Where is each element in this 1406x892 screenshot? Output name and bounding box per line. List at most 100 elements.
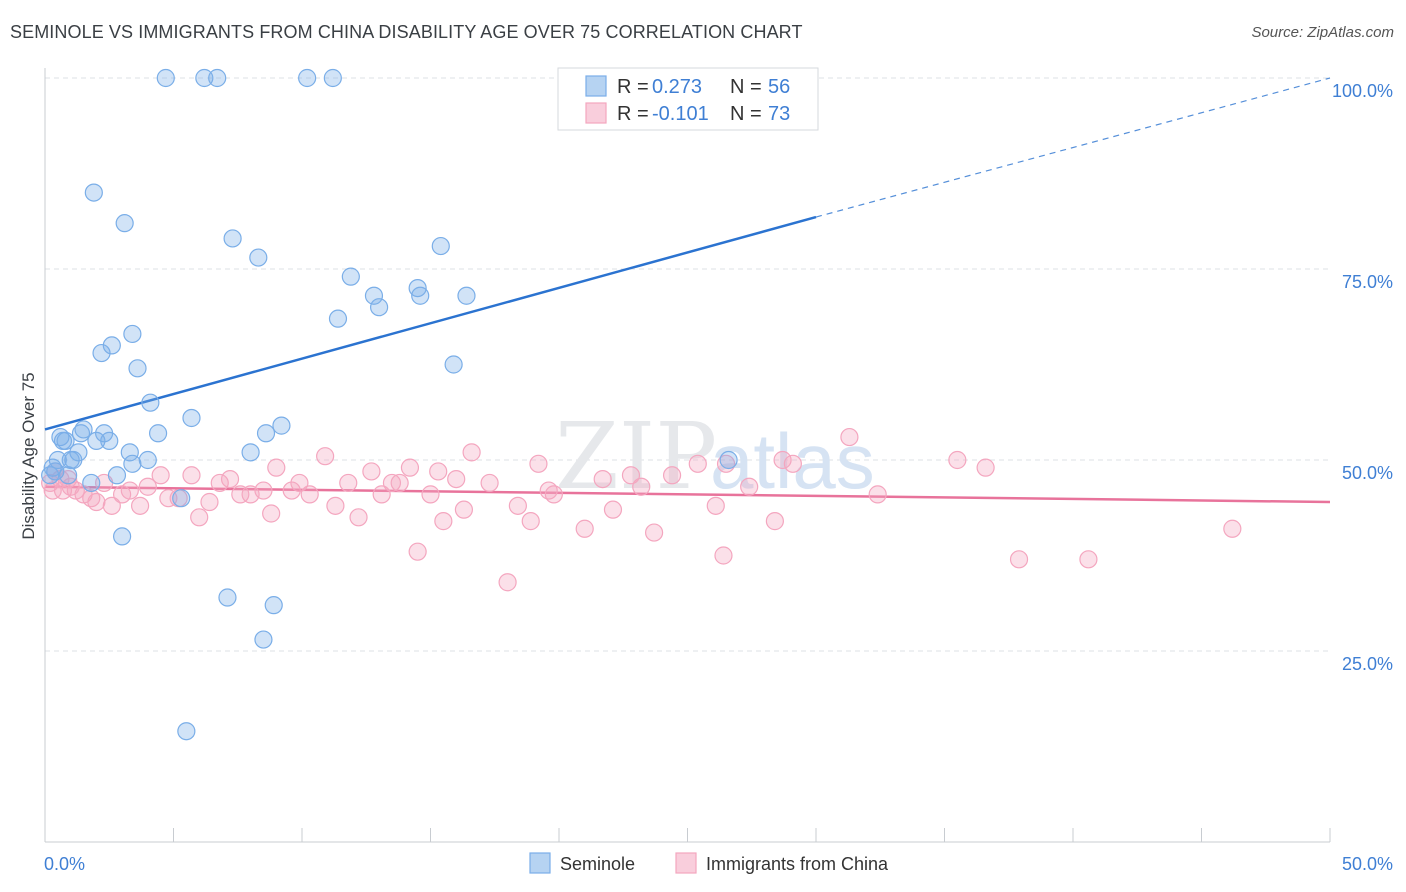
point-immigrants-from-china xyxy=(282,481,301,500)
point-seminole xyxy=(264,596,283,615)
point-seminole xyxy=(370,298,389,317)
point-seminole xyxy=(249,248,268,267)
point-immigrants-from-china xyxy=(521,512,540,531)
point-immigrants-from-china xyxy=(151,466,170,485)
point-immigrants-from-china xyxy=(706,496,725,515)
trend-lines xyxy=(44,77,1331,504)
point-immigrants-from-china xyxy=(390,473,409,493)
point-seminole xyxy=(218,588,237,607)
point-immigrants-from-china xyxy=(267,458,286,477)
point-seminole xyxy=(112,527,132,546)
point-seminole xyxy=(172,489,191,508)
bottom-legend-label: Seminole xyxy=(560,854,635,874)
point-immigrants-from-china xyxy=(783,454,802,473)
point-immigrants-from-china xyxy=(262,504,281,523)
point-seminole xyxy=(148,424,168,443)
point-immigrants-from-china xyxy=(868,485,887,504)
point-immigrants-from-china xyxy=(254,481,273,500)
point-immigrants-from-china xyxy=(544,485,563,504)
point-immigrants-from-china xyxy=(300,485,319,504)
point-immigrants-from-china xyxy=(621,466,641,485)
point-immigrants-from-china xyxy=(434,512,453,531)
point-immigrants-from-china xyxy=(948,450,967,470)
point-seminole xyxy=(272,416,291,435)
point-seminole xyxy=(444,355,463,374)
y-axis-label: Disability Age Over 75 xyxy=(19,372,38,539)
point-immigrants-from-china xyxy=(421,485,440,504)
point-seminole xyxy=(92,343,111,363)
point-immigrants-from-china xyxy=(210,473,229,493)
point-immigrants-from-china xyxy=(200,492,219,512)
point-immigrants-from-china xyxy=(462,443,481,462)
point-seminole xyxy=(254,630,273,649)
bottom-legend-swatch xyxy=(675,852,697,874)
point-seminole xyxy=(328,309,348,328)
x-tick-label: 0.0% xyxy=(44,854,85,874)
point-immigrants-from-china xyxy=(498,573,517,592)
point-seminole xyxy=(128,359,147,378)
legend-n-label: N = xyxy=(730,76,762,98)
point-seminole xyxy=(59,466,78,485)
point-immigrants-from-china xyxy=(1079,550,1098,569)
point-seminole xyxy=(100,431,119,450)
point-seminole xyxy=(431,236,450,256)
point-seminole xyxy=(341,267,360,286)
point-seminole xyxy=(256,424,276,443)
point-immigrants-from-china xyxy=(1223,519,1242,538)
point-immigrants-from-china xyxy=(382,473,402,493)
point-immigrants-from-china xyxy=(575,519,594,538)
point-immigrants-from-china xyxy=(662,466,682,485)
point-immigrants-from-china xyxy=(102,496,121,515)
y-tick-label: 50.0% xyxy=(1342,463,1393,483)
point-immigrants-from-china xyxy=(632,477,651,496)
point-seminole xyxy=(115,214,134,233)
point-immigrants-from-china xyxy=(231,485,250,504)
point-immigrants-from-china xyxy=(138,477,157,496)
legend-r-label: R = xyxy=(617,103,649,125)
point-immigrants-from-china xyxy=(290,473,309,493)
point-immigrants-from-china xyxy=(220,470,240,489)
point-immigrants-from-china xyxy=(447,470,466,489)
point-seminole xyxy=(182,408,201,428)
point-immigrants-from-china xyxy=(429,462,448,481)
point-seminole xyxy=(364,286,384,305)
bottom-legend-label: Immigrants from China xyxy=(706,854,889,874)
point-seminole xyxy=(719,450,738,470)
point-immigrants-from-china xyxy=(362,462,381,481)
point-seminole xyxy=(120,443,139,462)
y-tick-label: 75.0% xyxy=(1342,272,1393,292)
grid xyxy=(45,77,1330,652)
point-seminole xyxy=(177,722,196,741)
axes: 100.0% 75.0% 50.0% 25.0% 0.0% 50.0% xyxy=(44,68,1393,874)
legend-r-value: 0.273 xyxy=(652,76,702,98)
point-seminole xyxy=(56,431,75,450)
legend-r-label: R = xyxy=(617,76,649,98)
point-immigrants-from-china xyxy=(326,496,345,515)
point-immigrants-from-china xyxy=(120,481,139,500)
point-immigrants-from-china xyxy=(593,470,612,489)
point-immigrants-from-china xyxy=(339,473,358,493)
point-seminole xyxy=(323,68,342,88)
data-points xyxy=(41,68,1242,741)
point-immigrants-from-china xyxy=(1009,550,1029,569)
point-immigrants-from-china xyxy=(740,477,759,496)
point-seminole xyxy=(69,443,88,462)
point-seminole xyxy=(87,431,106,450)
bottom-legend: Seminole Immigrants from China xyxy=(529,852,889,874)
point-immigrants-from-china xyxy=(508,496,527,515)
point-immigrants-from-china xyxy=(603,500,623,519)
point-immigrants-from-china xyxy=(688,454,707,473)
chart-title: SEMINOLE VS IMMIGRANTS FROM CHINA DISABI… xyxy=(10,22,803,42)
point-seminole xyxy=(195,68,214,88)
legend-n-label: N = xyxy=(730,103,762,125)
point-immigrants-from-china xyxy=(349,508,368,527)
point-seminole xyxy=(41,466,60,485)
point-immigrants-from-china xyxy=(644,523,664,542)
point-immigrants-from-china xyxy=(400,458,420,477)
point-immigrants-from-china xyxy=(316,447,335,466)
point-immigrants-from-china xyxy=(480,473,499,493)
point-immigrants-from-china xyxy=(182,466,201,485)
point-seminole xyxy=(411,286,430,305)
point-seminole xyxy=(84,183,103,202)
